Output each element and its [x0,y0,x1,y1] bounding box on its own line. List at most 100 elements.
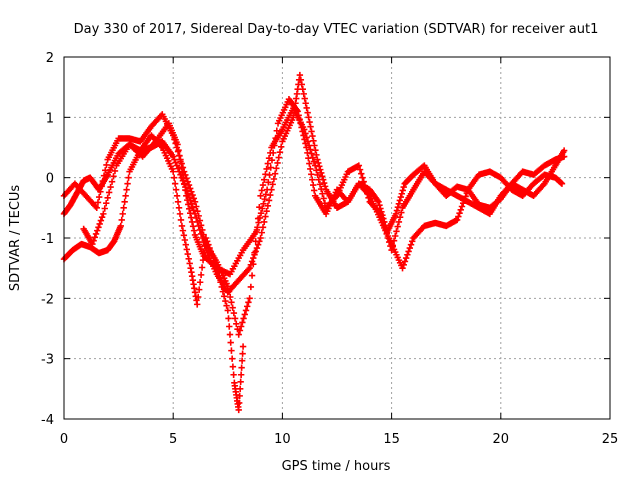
data-point [355,162,363,169]
data-point [118,216,125,224]
data-point [206,244,213,252]
data-point [453,216,461,224]
data-point [100,210,107,218]
data-point [210,254,217,262]
data-point [310,137,317,144]
data-point [226,323,233,330]
data-point [459,199,467,207]
data-point [237,378,244,385]
chart-title: Day 330 of 2017, Sidereal Day-to-day VTE… [74,22,599,37]
data-point [178,164,185,171]
data-point [302,140,309,147]
data-point [245,299,252,306]
data-point [98,214,106,221]
data-point [395,218,403,226]
data-point [180,232,188,239]
data-point [178,222,186,230]
data-point [393,207,401,214]
data-point [174,198,182,205]
data-point [172,186,180,193]
data-point [320,195,327,202]
data-point [181,236,189,244]
data-point [375,198,382,205]
data-point [121,198,128,205]
data-point [308,128,315,135]
data-point [250,254,257,262]
data-point [171,180,179,187]
data-point [205,241,212,248]
data-point [122,192,129,199]
data-point [252,248,259,255]
data-point [183,246,190,253]
data-point [276,148,284,156]
data-point [456,209,463,217]
data-point [254,224,261,231]
data-point [187,214,195,221]
data-point [235,331,242,338]
data-point [224,307,231,314]
data-point [117,222,124,230]
data-point [231,315,239,322]
data-point [261,218,268,226]
data-point [196,279,204,286]
series-track-4 [80,96,568,278]
data-point [378,208,385,216]
data-point [97,217,105,224]
data-point [237,323,245,330]
data-point [179,227,187,234]
data-point [105,189,113,196]
data-point [177,158,184,165]
data-point [558,180,566,187]
data-point [95,193,103,201]
data-point [103,199,110,207]
data-point [96,220,103,228]
data-point [239,350,246,357]
data-point [298,124,305,131]
data-point [399,187,406,194]
data-point [461,196,468,203]
data-point [91,234,99,241]
data-point [265,197,273,204]
data-point [219,288,227,295]
data-point [262,213,269,220]
data-point [177,216,185,224]
data-point [399,264,406,272]
data-point [263,207,270,215]
data-point [401,258,409,265]
data-point [238,357,246,364]
data-point [380,215,387,222]
data-point [307,123,314,130]
data-point [238,364,245,371]
data-point [266,171,273,179]
axis-ticks: 0 5 10 15 20 25 -4 -3 -2 -1 0 1 2 [41,51,618,447]
data-point [123,186,130,193]
data-point [264,202,272,210]
x-tick-label: 0 [60,432,68,447]
data-point [228,347,235,354]
data-point [233,320,240,328]
data-point [230,371,237,378]
data-point [396,197,404,204]
data-point [300,90,307,98]
data-point [246,295,253,302]
data-point [229,363,237,370]
data-point [181,181,188,188]
data-point [236,327,244,334]
data-point [171,156,178,163]
data-point [259,205,266,212]
data-point [394,203,402,211]
data-point [296,71,304,79]
data-point [202,234,210,242]
data-point [194,301,201,308]
data-point [175,204,183,212]
data-point [269,149,277,157]
data-point [119,210,126,218]
y-tick-label: -4 [41,413,54,428]
data-point [397,193,405,201]
data-point [104,194,111,201]
data-series [60,71,568,414]
x-tick-label: 15 [383,432,400,447]
data-point [254,241,262,248]
data-point [184,178,191,185]
data-point [315,159,322,167]
